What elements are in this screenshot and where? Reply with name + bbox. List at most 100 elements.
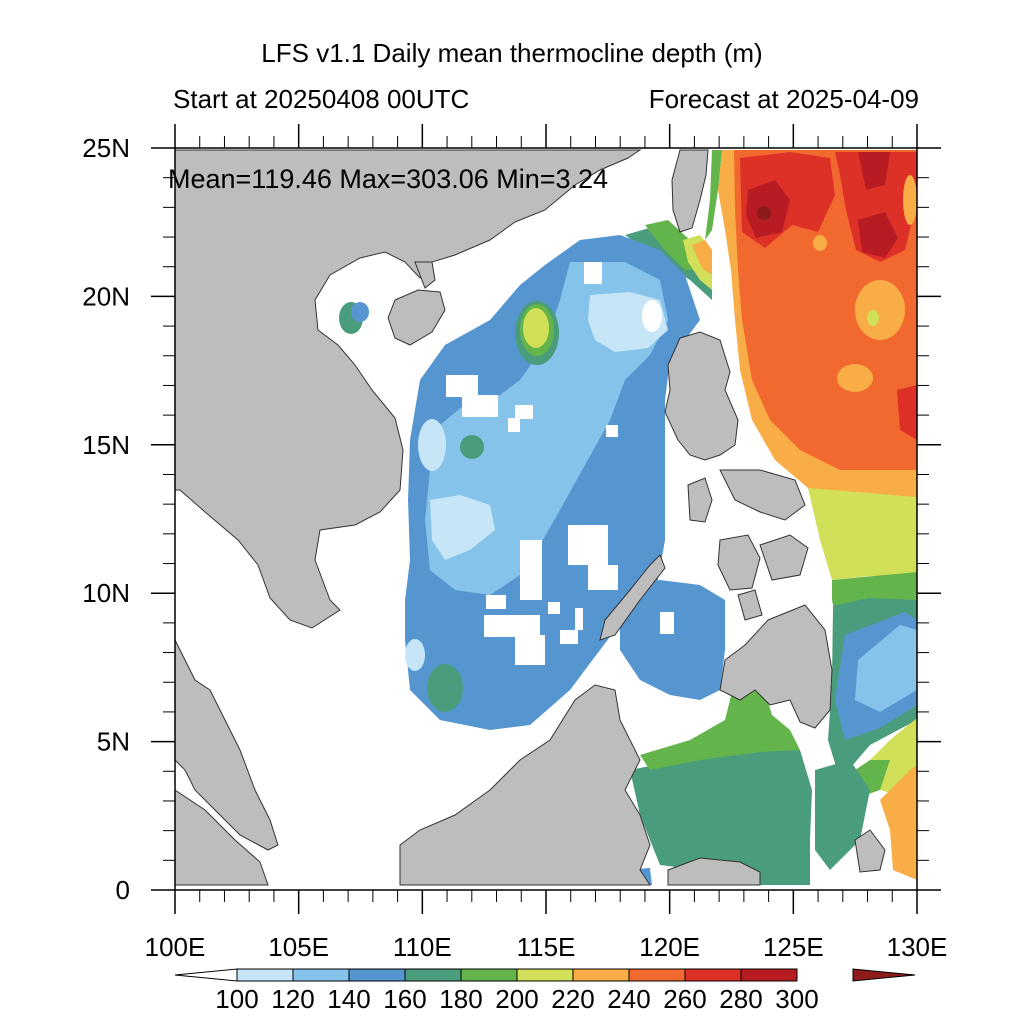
lon-tick-label: 130E xyxy=(887,932,948,962)
field-band-160-south xyxy=(620,580,725,700)
colorbar-swatch xyxy=(572,968,630,982)
field-band-180-spot-a xyxy=(460,435,484,459)
land-visayas-a xyxy=(719,469,806,521)
colorbar-label: 200 xyxy=(495,984,538,1014)
colorbar-swatch xyxy=(404,968,462,982)
colorbar-label: 220 xyxy=(551,984,594,1014)
missing-cell xyxy=(508,418,520,432)
colorbar-label: 100 xyxy=(215,984,258,1014)
colorbar-label: 260 xyxy=(663,984,706,1014)
western-pacific-field xyxy=(705,150,917,880)
missing-cell xyxy=(462,395,498,417)
missing-cell xyxy=(515,405,533,419)
colorbar-swatch xyxy=(292,968,350,982)
field-band-200-north xyxy=(645,220,700,270)
field-band-100 xyxy=(642,300,662,332)
land-visayas-b xyxy=(717,534,761,591)
lat-tick-label: 5N xyxy=(97,727,130,757)
field-band-300-b xyxy=(858,212,898,258)
land-malay-peninsula xyxy=(175,639,279,851)
colorbar-label: 120 xyxy=(271,984,314,1014)
colorbar-swatch xyxy=(236,968,294,982)
missing-cell xyxy=(560,630,578,644)
lat-tick-label: 20N xyxy=(82,281,130,311)
field-band-280-b xyxy=(835,152,917,262)
field-band-240-north xyxy=(692,240,712,275)
colorbar-swatch xyxy=(460,968,518,982)
field-band-140 xyxy=(855,625,917,712)
missing-cell xyxy=(515,635,545,665)
axis-layer: 100E 105E 110E 115E 120E 125E 130E 0 5N 10N 15N 20N… xyxy=(82,124,947,962)
colorbar-label: 300 xyxy=(775,984,818,1014)
lat-tick-label: 15N xyxy=(82,430,130,460)
field-band-220 xyxy=(808,488,917,580)
field-spot-240-c xyxy=(813,235,827,251)
start-time-label: Start at 20250408 00UTC xyxy=(173,84,470,114)
land-mindoro xyxy=(687,477,713,523)
land-sumatra xyxy=(175,789,269,886)
field-band-160-spot xyxy=(351,302,369,322)
lon-tick-label: 100E xyxy=(145,932,206,962)
field-band-120-c xyxy=(418,419,446,471)
map-plot-area xyxy=(175,148,917,890)
land-hainan xyxy=(387,289,446,346)
colorbar-swatch xyxy=(684,968,742,982)
missing-cell xyxy=(568,525,608,565)
forecast-time-label: Forecast at 2025-04-09 xyxy=(648,84,919,114)
land-halmahera xyxy=(854,829,886,873)
missing-cell xyxy=(584,262,602,284)
land-visayas-c xyxy=(759,534,809,581)
colorbar: 100 120 140 160 180 200 220 240 260 280 300 xyxy=(174,968,916,1014)
field-band-280-c xyxy=(897,385,917,440)
lon-tick-label: 110E xyxy=(393,932,452,962)
field-band-120-b xyxy=(430,495,495,560)
missing-cell xyxy=(446,375,478,397)
chart-title: LFS v1.1 Daily mean thermocline depth (m… xyxy=(261,38,763,68)
lon-tick-label: 125E xyxy=(763,932,824,962)
colorbar-swatch xyxy=(348,968,406,982)
land-masses xyxy=(175,149,886,886)
colorbar-label: 140 xyxy=(327,984,370,1014)
field-band-200-celebes xyxy=(640,675,800,770)
field-band-240-south xyxy=(880,765,917,880)
field-band-180-celebes xyxy=(630,750,812,885)
land-visayas-d xyxy=(737,589,763,621)
field-band-120-d xyxy=(405,639,425,671)
field-dot-300 xyxy=(757,206,771,220)
land-mindanao xyxy=(719,604,833,729)
colorbar-label: 160 xyxy=(383,984,426,1014)
missing-cell xyxy=(520,540,542,600)
field-band-200-luzon xyxy=(705,150,722,240)
land-borneo xyxy=(399,684,651,886)
lon-tick-label: 105E xyxy=(268,932,329,962)
lat-tick-label: 10N xyxy=(82,578,130,608)
missing-cell xyxy=(486,595,506,609)
land-palawan xyxy=(599,554,666,641)
land-luzon xyxy=(664,331,739,461)
colorbar-swatch xyxy=(516,968,574,982)
field-band-180-spot-b xyxy=(427,664,463,712)
colorbar-end-low xyxy=(174,968,238,982)
missing-cell xyxy=(588,565,618,590)
land-sulawesi xyxy=(667,857,761,886)
land-china-indochina xyxy=(175,149,642,629)
lat-tick-label: 0 xyxy=(116,875,130,905)
field-band-300-c xyxy=(858,152,890,190)
missing-cell xyxy=(660,612,674,634)
field-spot-240-b xyxy=(837,364,873,392)
missing-cell xyxy=(575,608,583,630)
land-leizhou xyxy=(414,261,436,289)
stats-label: Mean=119.46 Max=303.06 Min=3.24 xyxy=(168,164,608,194)
colorbar-label: 240 xyxy=(607,984,650,1014)
land-taiwan xyxy=(671,149,709,233)
missing-cell xyxy=(548,602,560,614)
lon-tick-label: 120E xyxy=(639,932,700,962)
colorbar-label: 280 xyxy=(719,984,762,1014)
southern-field xyxy=(620,675,870,885)
colorbar-end-high xyxy=(852,968,916,982)
missing-cell xyxy=(606,425,618,437)
field-band-220-eddy xyxy=(523,308,549,348)
lat-tick-label: 25N xyxy=(82,133,130,163)
missing-cell xyxy=(484,615,540,637)
